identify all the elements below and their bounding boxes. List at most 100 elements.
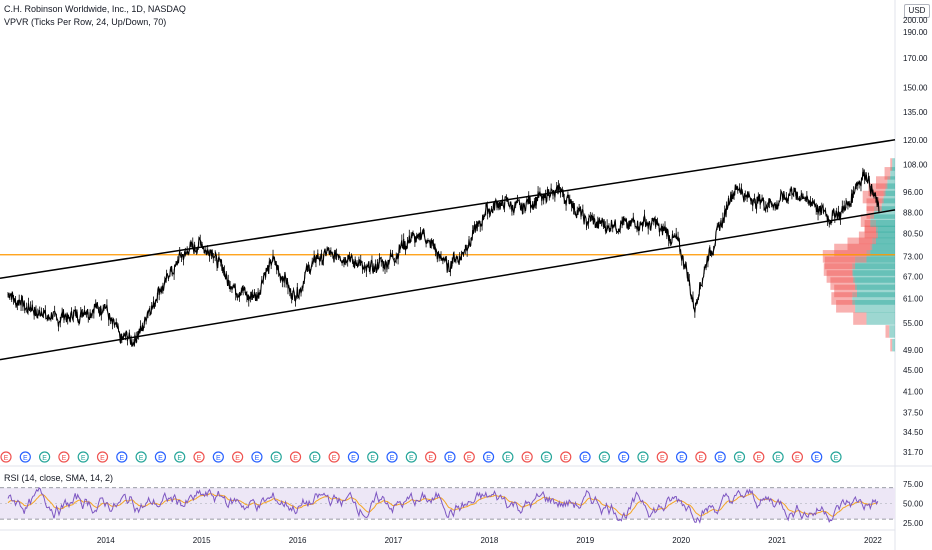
volume-profile-down-bar	[836, 300, 856, 313]
volume-profile-down-bar	[864, 219, 876, 233]
time-tick-label: 2018	[480, 536, 498, 545]
time-tick-label: 2016	[289, 536, 307, 545]
rsi-tick-label: 75.00	[903, 480, 924, 489]
volume-profile-up-bar	[892, 338, 895, 352]
earnings-marker-icon	[598, 451, 610, 463]
chart-title: C.H. Robinson Worldwide, Inc., 1D, NASDA…	[4, 4, 186, 14]
volume-profile-up-bar	[876, 231, 895, 245]
earnings-marker-letter: E	[390, 455, 395, 462]
volume-profile-down-bar	[847, 237, 873, 251]
price-tick-label: 96.00	[903, 188, 924, 197]
price-tick-label: 135.00	[903, 108, 928, 117]
earnings-marker-letter: E	[486, 455, 491, 462]
earnings-marker-letter: E	[525, 455, 530, 462]
earnings-marker-letter: E	[660, 455, 665, 462]
price-tick-label: 190.00	[903, 28, 928, 37]
volume-profile-down-bar	[822, 250, 867, 263]
earnings-marker-letter: E	[42, 455, 47, 462]
earnings-marker-icon	[521, 451, 533, 463]
earnings-marker-letter: E	[583, 455, 588, 462]
earnings-marker-icon	[58, 451, 70, 463]
time-tick-label: 2022	[864, 536, 882, 545]
volume-profile-down-bar	[853, 312, 867, 325]
volume-profile-up-bar	[877, 225, 895, 239]
earnings-marker-letter: E	[274, 455, 279, 462]
volume-profile-up-bar	[887, 176, 895, 189]
earnings-marker-icon	[482, 451, 495, 463]
earnings-marker-letter: E	[332, 455, 337, 462]
earnings-marker-icon	[675, 451, 688, 463]
earnings-marker-letter: E	[119, 455, 124, 462]
earnings-marker-icon	[251, 451, 263, 463]
earnings-marker-icon	[540, 451, 553, 463]
earnings-marker-icon	[444, 451, 456, 463]
volume-profile-down-bar	[862, 190, 884, 204]
earnings-marker-icon	[560, 451, 572, 463]
volume-profile-up-bar	[857, 284, 895, 298]
earnings-marker-icon	[405, 451, 417, 463]
earnings-marker-letter: E	[158, 455, 163, 462]
earnings-marker-icon	[193, 451, 205, 463]
volume-profile-down-bar	[823, 263, 853, 276]
earnings-marker-icon	[386, 451, 398, 463]
channel-upper-line	[0, 139, 896, 279]
earnings-marker-icon	[579, 451, 591, 463]
time-tick-label: 2015	[193, 536, 211, 545]
earnings-marker-letter: E	[197, 455, 202, 462]
earnings-marker-icon	[830, 451, 842, 463]
earnings-marker-icon	[19, 451, 31, 463]
price-tick-label: 80.50	[903, 229, 924, 238]
earnings-marker-icon	[367, 451, 379, 463]
earnings-marker-letter: E	[448, 455, 453, 462]
earnings-marker-icon	[791, 451, 803, 463]
rsi-tick-label: 50.00	[903, 499, 924, 508]
earnings-marker-letter: E	[235, 455, 240, 462]
earnings-marker-icon	[77, 451, 89, 463]
volume-profile-up-bar	[870, 214, 895, 227]
volume-profile-up-bar	[881, 198, 895, 211]
earnings-marker-icon	[811, 451, 823, 463]
earnings-marker-letter: E	[62, 455, 67, 462]
earnings-marker-icon	[328, 451, 340, 463]
earnings-marker-letter: E	[718, 455, 723, 462]
volume-profile-down-bar	[890, 338, 893, 352]
volume-profile-down-bar	[864, 225, 878, 239]
currency-badge[interactable]: USD	[904, 4, 930, 18]
volume-profile-down-bar	[834, 243, 871, 257]
volume-profile-up-bar	[872, 237, 895, 251]
earnings-marker-letter: E	[351, 455, 356, 462]
volume-profile-up-bar	[866, 312, 895, 325]
earnings-marker-letter: E	[313, 455, 318, 462]
earnings-marker-letter: E	[255, 455, 260, 462]
volume-profile-up-bar	[889, 325, 895, 338]
earnings-marker-letter: E	[100, 455, 105, 462]
time-tick-label: 2020	[672, 536, 690, 545]
earnings-marker-icon	[714, 451, 726, 463]
volume-profile-up-bar	[855, 256, 895, 270]
volume-profile-down-bar	[890, 158, 893, 171]
price-tick-label: 200.00	[903, 16, 928, 25]
volume-profile-up-bar	[892, 158, 895, 171]
price-tick-label: 170.00	[903, 54, 928, 63]
volume-profile-down-bar	[885, 325, 890, 338]
earnings-marker-icon	[502, 451, 514, 463]
earnings-marker-letter: E	[679, 455, 684, 462]
earnings-marker-icon	[425, 451, 437, 463]
volume-profile-up-bar	[852, 292, 895, 305]
earnings-marker-letter: E	[621, 455, 626, 462]
volume-profile-down-bar	[860, 214, 871, 227]
earnings-marker-letter: E	[699, 455, 704, 462]
vpvr-legend[interactable]: VPVR (Ticks Per Row, 24, Up/Down, 70)	[4, 17, 167, 27]
rsi-legend[interactable]: RSI (14, close, SMA, 14, 2)	[4, 473, 114, 483]
volume-profile-down-bar	[884, 167, 891, 180]
rsi-line	[7, 487, 879, 524]
volume-profile-down-bar	[866, 206, 875, 219]
price-tick-label: 61.00	[903, 294, 924, 303]
earnings-marker-letter: E	[409, 455, 414, 462]
price-tick-label: 67.00	[903, 272, 924, 281]
earnings-marker-icon	[174, 451, 186, 463]
earnings-marker-icon	[618, 451, 630, 463]
volume-profile-up-bar	[890, 167, 895, 180]
